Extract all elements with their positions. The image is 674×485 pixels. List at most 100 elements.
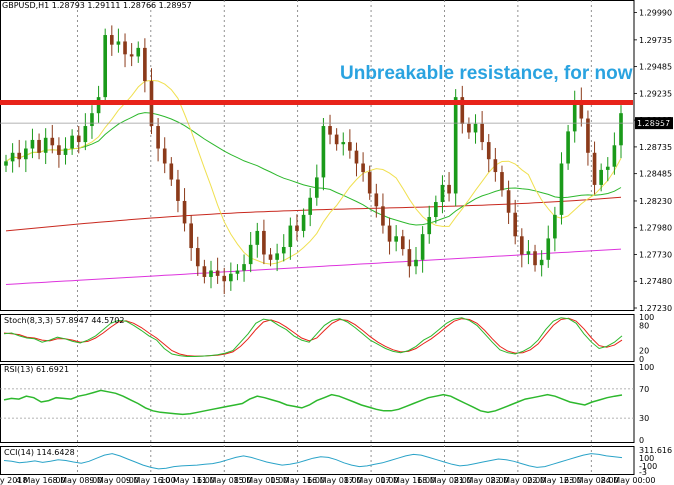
- candle-body: [539, 259, 544, 266]
- candle-body: [374, 193, 379, 207]
- candle-body: [17, 152, 22, 160]
- x-tick-label: 8 May 08:00: [53, 476, 103, 485]
- candle-body: [460, 97, 465, 124]
- candle-body: [83, 126, 88, 143]
- candle-body: [96, 97, 101, 114]
- y-tick-label: 1.29735: [639, 36, 672, 45]
- x-tick-label: 9 May 00:00: [89, 476, 139, 485]
- cci-label: CCI(14) 114.6428: [4, 448, 75, 457]
- candle-body: [361, 163, 365, 173]
- candle-body: [486, 142, 491, 160]
- x-tick-label: 17 May 00:00: [344, 476, 399, 485]
- candle-body: [407, 249, 412, 267]
- cci-level-label: 100: [639, 454, 654, 463]
- x-tick-label: 22 May 16:00: [527, 476, 582, 485]
- candle-body: [605, 166, 610, 170]
- candle-body: [586, 118, 590, 153]
- candle-body: [222, 275, 227, 282]
- x-tick-label: 15 May 16:00: [270, 476, 325, 485]
- candle-body: [50, 137, 55, 146]
- candle-body: [480, 123, 484, 143]
- candle-body: [182, 200, 187, 224]
- candle-body: [242, 264, 246, 271]
- candle-body: [572, 100, 577, 132]
- y-tick-label: 1.27230: [639, 304, 672, 313]
- resistance-line: 1.28957: [0, 99, 673, 130]
- candle-body: [209, 270, 213, 277]
- candle-body: [4, 161, 8, 166]
- stoch-main-line: [3, 317, 623, 357]
- y-tick-label: 1.28230: [639, 197, 672, 206]
- candle-body: [513, 212, 518, 237]
- candle-body: [248, 244, 253, 265]
- stoch-level-label: 20: [639, 347, 649, 356]
- x-tick-label: 24 May 00:00: [601, 476, 656, 485]
- candle-body: [215, 270, 220, 276]
- stoch-level-label: 80: [639, 321, 649, 330]
- x-tick-label: 23 May 08:00: [564, 476, 619, 485]
- candle-body: [533, 251, 537, 266]
- candle-body: [116, 41, 121, 45]
- y-tick-label: 1.28985: [639, 116, 672, 125]
- candle-body: [592, 152, 597, 185]
- candle-body: [500, 172, 504, 191]
- candle-body: [169, 163, 174, 180]
- candle-body: [63, 148, 68, 155]
- rsi-level-label: 100: [639, 363, 654, 372]
- cci-level-label: 311.616: [639, 446, 672, 455]
- candle-body: [275, 253, 279, 260]
- candle-body: [440, 184, 445, 203]
- candle-body: [493, 159, 498, 173]
- candle-body: [414, 259, 418, 267]
- rsi-level-label: 0: [639, 436, 644, 445]
- candle-body: [43, 137, 48, 153]
- annotation-text: Unbreakable resistance, for now: [340, 63, 633, 84]
- candle-body: [202, 266, 207, 277]
- candle-body: [301, 214, 306, 231]
- stoch-label: Stoch(8,3,3) 57.8947 44.5702: [4, 316, 124, 325]
- y-tick-label: 1.27980: [639, 224, 672, 233]
- candle-body: [328, 126, 332, 135]
- candles: [4, 25, 623, 295]
- panel-frame: [0, 314, 635, 362]
- x-tick-label: 3 May 2018: [0, 476, 28, 485]
- candle-body: [10, 152, 15, 162]
- rsi-level-label: 70: [639, 385, 649, 394]
- candle-body: [579, 100, 584, 119]
- current-price-label: 1.28957: [637, 119, 670, 128]
- candle-body: [103, 35, 108, 98]
- candle-body: [546, 238, 551, 260]
- candle-body: [57, 145, 61, 155]
- cci-level-label: -100: [639, 462, 657, 471]
- ma-red-line: [5, 196, 622, 232]
- candle-body: [420, 234, 425, 260]
- candle-body: [76, 135, 81, 143]
- x-tick-label: 21 May 08:00: [454, 476, 509, 485]
- y-tick-label: 1.27730: [639, 250, 672, 259]
- candle-body: [348, 142, 352, 151]
- candle-body: [467, 123, 471, 133]
- candle-body: [162, 148, 167, 164]
- ma-magenta-line: [5, 248, 622, 285]
- candle-body: [136, 47, 141, 57]
- panel-frame: [0, 446, 635, 475]
- current-price-tag: [635, 117, 673, 130]
- candle-body: [559, 163, 564, 215]
- stoch-level-label: 0: [639, 355, 644, 364]
- candle-body: [109, 35, 114, 45]
- panel-frames: [0, 0, 635, 475]
- panel-frame: [0, 0, 635, 311]
- rsi-label: RSI(13) 61.6921: [4, 365, 69, 374]
- cci-line: [3, 453, 623, 470]
- candle-body: [288, 225, 293, 247]
- y-tick-label: 1.27480: [639, 277, 672, 286]
- candle-body: [268, 254, 273, 260]
- candle-body: [195, 248, 200, 267]
- candle-body: [90, 113, 94, 127]
- y-tick-label: 1.28485: [639, 170, 672, 179]
- candle-body: [37, 139, 41, 153]
- candle-body: [176, 179, 180, 201]
- candle-body: [394, 236, 398, 242]
